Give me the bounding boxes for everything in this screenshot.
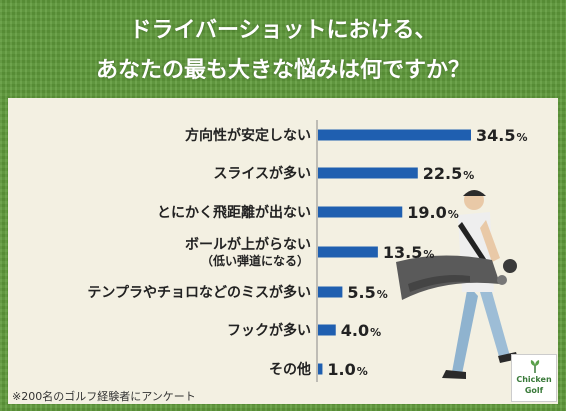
footnote: ※200名のゴルフ経験者にアンケート — [12, 390, 196, 403]
bar — [318, 324, 336, 336]
value-label: 34.5% — [476, 126, 528, 145]
bar — [318, 206, 403, 218]
logo-line2: Golf — [524, 386, 544, 395]
category-label: 方向性が安定しない — [185, 127, 311, 144]
chicken-golf-logo: Chicken Golf — [511, 354, 557, 402]
unit-label: % — [370, 326, 381, 339]
golfer-illustration — [396, 190, 518, 379]
bar — [318, 363, 323, 375]
logo-line1: Chicken — [516, 375, 552, 384]
unit-label: % — [423, 248, 434, 261]
value-label: 13.5% — [383, 243, 435, 262]
value-label: 4.0% — [341, 321, 381, 340]
unit-label: % — [448, 208, 459, 221]
value-label: 1.0% — [327, 360, 367, 379]
value-label: 22.5% — [423, 164, 475, 183]
chart-title-line2: あなたの最も大きな悩みは何ですか？ — [95, 58, 470, 83]
category-label: とにかく飛距離が出ない — [157, 204, 311, 221]
unit-label: % — [516, 131, 527, 144]
category-label: テンプラやチョロなどのミスが多い — [87, 284, 311, 301]
bar — [318, 167, 418, 179]
bar — [318, 246, 378, 258]
chart-title-line1: ドライバーショットにおける、 — [129, 18, 437, 43]
category-label: その他 — [269, 361, 311, 378]
unit-label: % — [357, 365, 368, 378]
unit-label: % — [377, 288, 388, 301]
category-sublabel: （低い弾道になる） — [201, 253, 309, 268]
category-label: スライスが多い — [213, 165, 311, 182]
value-label: 5.5% — [347, 283, 387, 302]
value-label: 19.0% — [407, 203, 459, 222]
category-label: ボールが上がらない — [185, 236, 311, 253]
unit-label: % — [463, 169, 474, 182]
bar — [318, 286, 343, 298]
sprout-icon — [530, 360, 540, 373]
bar — [318, 129, 471, 141]
category-label: フックが多い — [227, 322, 311, 339]
